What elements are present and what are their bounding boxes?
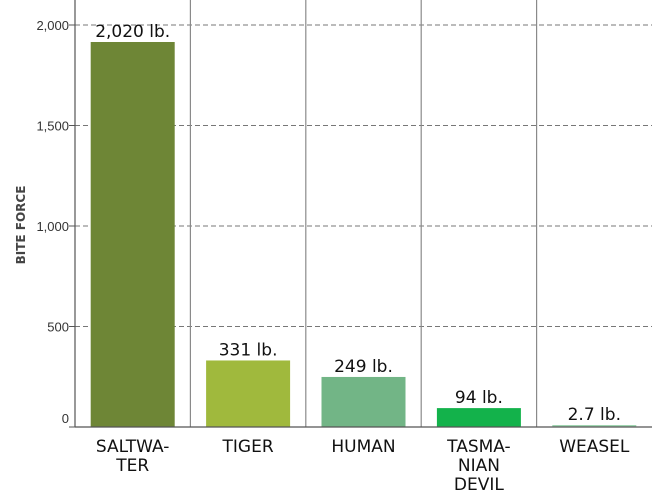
y-tick-label: 1,500 — [36, 119, 69, 134]
category-dividers — [189, 0, 538, 427]
bars — [90, 42, 637, 427]
category-label: SALTWA-TER — [96, 437, 170, 476]
bar — [436, 408, 521, 427]
y-tick-label: 0 — [62, 411, 69, 426]
data-labels: 2,020 lb. 331 lb. 249 lb. 94 lb. 2.7 lb. — [95, 22, 621, 425]
data-label: 2,020 lb. — [95, 22, 170, 42]
axes — [69, 0, 652, 428]
data-label: 94 lb. — [455, 388, 503, 408]
category-labels: SALTWA-TER TIGER HUMAN TASMA-NIAN DEVIL WEASE… — [96, 437, 630, 495]
bar — [206, 360, 291, 427]
bar — [321, 376, 406, 427]
category-label: WEASEL — [559, 437, 630, 457]
y-tick-label: 500 — [47, 320, 69, 335]
y-tick-label: 1,000 — [36, 219, 69, 234]
data-label: 2.7 lb. — [568, 405, 621, 425]
bar — [90, 42, 175, 427]
data-label: 249 lb. — [334, 357, 393, 377]
category-label: TASMA-NIAN DEVIL — [446, 437, 511, 495]
y-tick-labels: 0 500 1,000 1,500 2,000 — [36, 18, 69, 426]
category-label: TIGER — [222, 437, 274, 457]
y-axis-label: BITE FORCE — [14, 186, 28, 265]
bar — [552, 425, 637, 427]
data-label: 331 lb. — [219, 340, 278, 360]
y-tick-label: 2,000 — [36, 18, 69, 33]
category-label: HUMAN — [331, 437, 395, 457]
